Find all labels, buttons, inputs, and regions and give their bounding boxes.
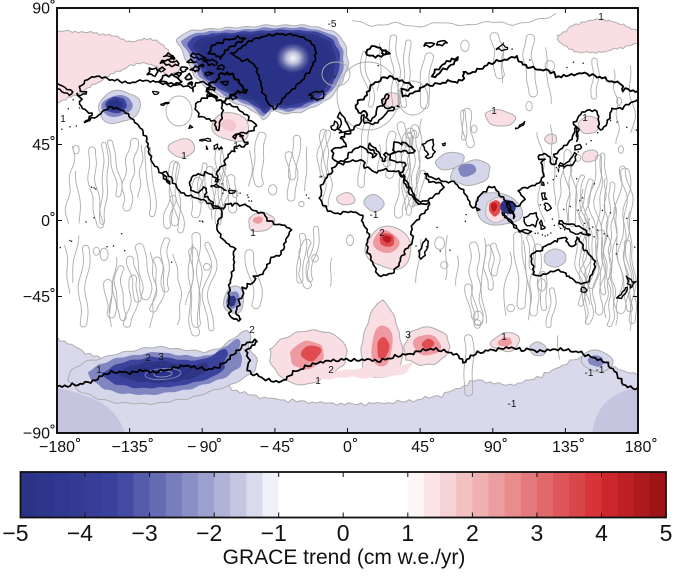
- svg-text:3: 3: [405, 330, 411, 341]
- svg-text:90: 90: [484, 439, 502, 456]
- svg-text:-1: -1: [370, 210, 379, 221]
- svg-text:−1: −1: [261, 520, 287, 546]
- svg-text:−90: −90: [23, 426, 50, 443]
- svg-text:1: 1: [181, 151, 187, 162]
- svg-text:−2: −2: [196, 520, 222, 546]
- svg-text:-1: -1: [508, 399, 517, 410]
- svg-text:− 90: − 90: [187, 439, 217, 456]
- svg-text:−5: −5: [2, 520, 28, 546]
- svg-text:2: 2: [328, 365, 334, 376]
- svg-text:-1: -1: [596, 365, 605, 376]
- svg-text:0: 0: [337, 520, 350, 546]
- svg-text:5: 5: [660, 520, 673, 546]
- svg-text:−180: −180: [39, 439, 75, 456]
- svg-text:90: 90: [32, 0, 50, 17]
- svg-text:−45: −45: [23, 289, 50, 306]
- svg-text:0: 0: [343, 439, 352, 456]
- svg-text:1: 1: [233, 141, 239, 152]
- svg-text:1: 1: [598, 12, 604, 23]
- svg-text:1: 1: [60, 114, 66, 125]
- svg-text:-1: -1: [585, 368, 594, 379]
- svg-text:135: 135: [552, 439, 579, 456]
- svg-text:180: 180: [625, 439, 652, 456]
- svg-text:− 45: − 45: [260, 439, 290, 456]
- svg-text:2: 2: [145, 353, 151, 364]
- svg-text:2: 2: [466, 520, 479, 546]
- svg-text:45: 45: [32, 137, 50, 154]
- svg-text:GRACE trend (cm w.e./yr): GRACE trend (cm w.e./yr): [223, 546, 466, 569]
- svg-text:−135: −135: [112, 439, 148, 456]
- svg-text:1: 1: [401, 520, 414, 546]
- svg-text:4: 4: [595, 520, 608, 546]
- svg-text:1: 1: [501, 332, 507, 343]
- svg-text:-5: -5: [328, 19, 337, 30]
- svg-text:2: 2: [379, 228, 385, 239]
- svg-text:1: 1: [250, 228, 256, 239]
- svg-text:0: 0: [41, 213, 50, 230]
- svg-text:−4: −4: [67, 520, 93, 546]
- svg-text:45: 45: [411, 439, 429, 456]
- svg-text:1: 1: [582, 113, 588, 124]
- svg-text:1: 1: [491, 106, 497, 117]
- svg-text:2: 2: [249, 325, 255, 336]
- svg-text:−3: −3: [131, 520, 157, 546]
- svg-text:3: 3: [531, 520, 544, 546]
- svg-text:1: 1: [315, 376, 321, 387]
- svg-text:1: 1: [96, 365, 102, 376]
- svg-text:3: 3: [158, 352, 164, 363]
